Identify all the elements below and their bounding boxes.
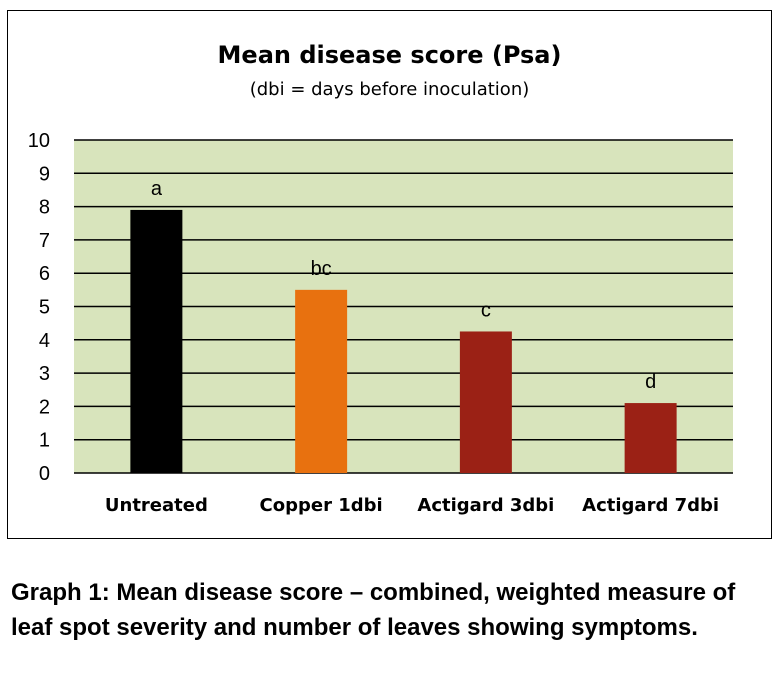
y-tick-label: 10 [28, 130, 50, 152]
y-tick-label: 2 [39, 396, 50, 418]
significance-letter: d [645, 371, 656, 393]
significance-letter: bc [311, 258, 332, 280]
y-tick-label: 1 [39, 430, 50, 452]
y-tick-label: 8 [39, 197, 50, 219]
bar [459, 331, 512, 473]
bar-chart: 0 1 2 3 4 5 6 7 8 9 10 a Untreated bc Copper 1dbi c Acti… [28, 130, 733, 516]
x-tick-label: Actigard 7dbi [582, 495, 719, 516]
y-tick-label: 9 [39, 163, 50, 185]
y-tick-label: 0 [39, 463, 50, 485]
significance-letter: c [481, 299, 491, 321]
significance-letter: a [151, 178, 163, 200]
y-tick-label: 4 [39, 330, 50, 352]
x-tick-label: Actigard 3dbi [417, 495, 554, 516]
y-tick-label: 7 [39, 230, 50, 252]
x-tick-label: Untreated [105, 495, 208, 516]
bar [624, 403, 677, 473]
chart-subtitle: (dbi = days before inoculation) [249, 79, 530, 100]
y-tick-label: 3 [39, 363, 50, 385]
figure-caption: Graph 1: Mean disease score – combined, … [11, 579, 736, 641]
bar [130, 209, 183, 473]
y-tick-label: 5 [39, 297, 50, 319]
y-tick-label: 6 [39, 263, 50, 285]
bar [295, 289, 348, 473]
x-tick-label: Copper 1dbi [260, 495, 383, 516]
chart-title: Mean disease score (Psa) [217, 41, 562, 69]
